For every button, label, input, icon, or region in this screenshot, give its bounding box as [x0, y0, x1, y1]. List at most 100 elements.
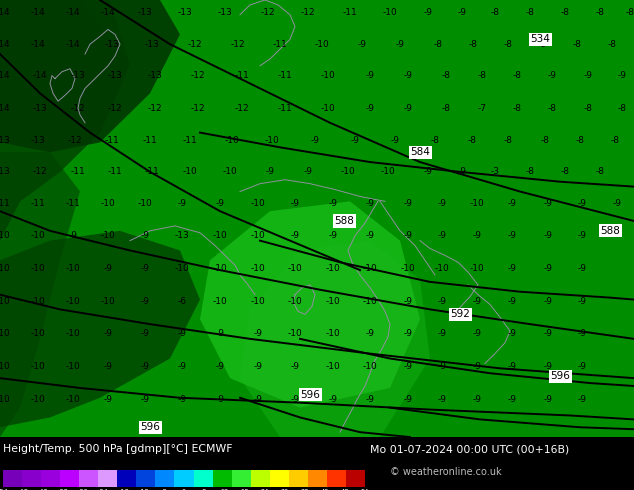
Text: -14: -14	[0, 40, 10, 49]
Text: -9: -9	[216, 329, 224, 339]
Text: -9: -9	[141, 329, 150, 339]
Bar	[3, 470, 22, 487]
Text: -9: -9	[216, 395, 224, 404]
Text: -9: -9	[437, 297, 446, 306]
Text: -8: -8	[526, 8, 534, 17]
Bar	[193, 470, 212, 487]
Text: -9: -9	[365, 395, 375, 404]
Bar	[231, 470, 250, 487]
Text: -9: -9	[507, 199, 517, 208]
Text: -9: -9	[290, 395, 299, 404]
Text: -10: -10	[363, 297, 377, 306]
Text: -10: -10	[401, 264, 415, 272]
Text: -8: -8	[469, 40, 477, 49]
Text: -10: -10	[101, 199, 115, 208]
Bar	[346, 470, 365, 487]
Text: -10: -10	[101, 231, 115, 240]
Text: -24: -24	[98, 489, 109, 490]
Text: © weatheronline.co.uk: © weatheronline.co.uk	[390, 467, 501, 477]
Polygon shape	[200, 201, 420, 408]
Polygon shape	[0, 0, 130, 241]
Text: -9: -9	[311, 136, 320, 145]
Text: -9: -9	[543, 264, 552, 272]
Text: -48: -48	[18, 489, 29, 490]
Text: -9: -9	[103, 329, 112, 339]
Text: -8: -8	[441, 71, 451, 80]
Text: -10: -10	[30, 297, 46, 306]
Text: -12: -12	[68, 136, 82, 145]
Text: 42: 42	[321, 489, 329, 490]
Text: -10: -10	[250, 264, 266, 272]
Text: 54: 54	[361, 489, 369, 490]
Text: -10: -10	[264, 136, 280, 145]
Text: -9: -9	[216, 362, 224, 371]
Bar	[250, 470, 269, 487]
Text: -9: -9	[403, 297, 413, 306]
Text: 48: 48	[340, 489, 349, 490]
Polygon shape	[240, 241, 430, 437]
Text: -14: -14	[33, 71, 48, 80]
Text: -9: -9	[403, 103, 413, 113]
Text: -11: -11	[108, 168, 122, 176]
Text: -9: -9	[424, 168, 432, 176]
Text: -9: -9	[507, 264, 517, 272]
Text: -9: -9	[304, 168, 313, 176]
Text: 30: 30	[280, 489, 288, 490]
Text: -8: -8	[467, 136, 477, 145]
Text: -13: -13	[108, 71, 122, 80]
Text: -10: -10	[101, 297, 115, 306]
Text: -9: -9	[578, 395, 586, 404]
Text: -9: -9	[583, 71, 593, 80]
Text: -9: -9	[290, 199, 299, 208]
Text: -9: -9	[472, 395, 481, 404]
Text: -9: -9	[543, 199, 552, 208]
Text: -8: -8	[611, 136, 619, 145]
Text: -9: -9	[548, 71, 557, 80]
Bar	[155, 470, 174, 487]
Text: -7: -7	[477, 103, 486, 113]
Text: -10: -10	[183, 168, 197, 176]
Text: -14: -14	[30, 8, 45, 17]
Text: -10: -10	[326, 329, 340, 339]
Text: 596: 596	[300, 390, 320, 400]
Text: -8: -8	[491, 8, 500, 17]
Text: -13: -13	[174, 231, 190, 240]
Text: -9: -9	[365, 329, 375, 339]
Text: -10: -10	[30, 362, 46, 371]
Text: -8: -8	[560, 8, 569, 17]
Text: -9: -9	[472, 231, 481, 240]
Text: -8: -8	[434, 40, 443, 49]
Text: -9: -9	[437, 395, 446, 404]
Text: -13: -13	[217, 8, 233, 17]
Text: -9: -9	[437, 231, 446, 240]
Bar	[289, 470, 308, 487]
Text: -10: -10	[138, 199, 152, 208]
Text: -11: -11	[342, 8, 358, 17]
Bar	[212, 470, 231, 487]
Text: -10: -10	[30, 231, 46, 240]
Text: -10: -10	[0, 395, 10, 404]
Text: -8: -8	[160, 489, 167, 490]
Text: -9: -9	[543, 231, 552, 240]
Text: -54: -54	[0, 489, 8, 490]
Text: -11: -11	[70, 168, 86, 176]
Text: -8: -8	[595, 8, 604, 17]
Text: -9: -9	[403, 362, 413, 371]
Text: -13: -13	[148, 71, 162, 80]
Polygon shape	[0, 152, 80, 437]
Text: -8: -8	[548, 103, 557, 113]
Text: -10: -10	[326, 297, 340, 306]
Text: -10: -10	[288, 329, 302, 339]
Text: -8: -8	[595, 168, 604, 176]
Text: -11: -11	[183, 136, 197, 145]
Text: -9: -9	[437, 199, 446, 208]
Text: 38: 38	[301, 489, 309, 490]
Text: -9: -9	[328, 231, 337, 240]
Text: -11: -11	[278, 71, 292, 80]
Text: -10: -10	[66, 297, 81, 306]
Text: -9: -9	[578, 199, 586, 208]
Text: -10: -10	[212, 231, 228, 240]
Text: -10: -10	[0, 297, 10, 306]
Text: -18: -18	[119, 489, 129, 490]
Text: -9: -9	[472, 362, 481, 371]
